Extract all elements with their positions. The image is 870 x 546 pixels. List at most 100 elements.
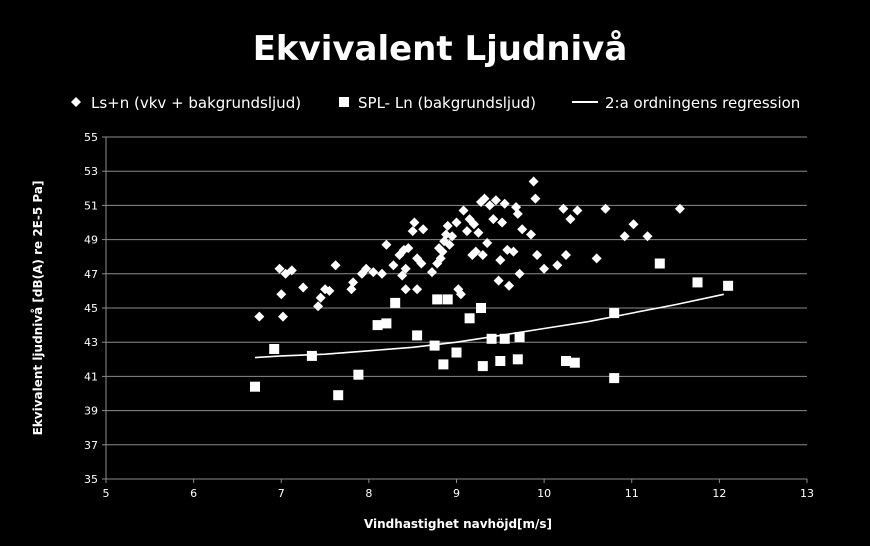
- ls-n-point-76: [558, 203, 569, 214]
- ls-n-point-13: [348, 277, 359, 288]
- regression-line: [254, 293, 724, 359]
- spl-ln-series: [250, 258, 734, 401]
- spl-ln-point-5: [372, 320, 383, 331]
- ls-n-point-81: [600, 203, 611, 214]
- legend: Ls+n (vkv + bakgrundsljud) SPL- Ln (bakg…: [71, 94, 800, 112]
- x-tick-label-12: 12: [712, 487, 726, 500]
- gridlines: [106, 136, 807, 480]
- spl-ln-point-23: [569, 357, 580, 368]
- ls-n-point-18: [381, 239, 392, 250]
- axes: [102, 136, 808, 483]
- y-tick-label-53: 53: [84, 165, 98, 178]
- ls-n-point-30: [416, 258, 427, 269]
- ls-n-point-55: [482, 238, 493, 248]
- ls-n-point-62: [499, 198, 510, 209]
- regression-series: [254, 293, 724, 359]
- ls-n-point-12: [346, 284, 357, 295]
- ls-n-point-19: [388, 260, 399, 271]
- ls-n-point-46: [462, 226, 472, 237]
- ls-n-point-54: [479, 193, 490, 204]
- ls-n-point-61: [497, 217, 508, 228]
- ls-n-point-11: [330, 260, 341, 271]
- ls-n-point-23: [400, 263, 411, 274]
- ls-n-point-74: [539, 263, 550, 274]
- ls-n-point-83: [628, 219, 639, 230]
- spl-ln-point-8: [412, 330, 423, 341]
- ls-n-point-69: [517, 224, 528, 235]
- ls-n-point-56: [484, 200, 495, 211]
- spl-ln-point-21: [514, 332, 525, 343]
- spl-ln-point-24: [609, 308, 620, 319]
- x-tick-label-11: 11: [625, 487, 639, 500]
- spl-ln-point-12: [442, 294, 453, 305]
- spl-ln-point-17: [486, 333, 497, 344]
- spl-ln-point-9: [429, 340, 440, 351]
- ls-n-point-32: [427, 267, 437, 278]
- ls-n-point-64: [504, 280, 515, 291]
- ls-n-point-77: [561, 250, 571, 260]
- ls-n-point-17: [377, 268, 387, 279]
- ls-n-point-2: [276, 289, 287, 300]
- x-tick-label-5: 5: [103, 487, 110, 500]
- ls-n-point-84: [642, 231, 653, 242]
- spl-ln-point-19: [499, 333, 510, 344]
- x-tick-label-7: 7: [278, 487, 285, 500]
- ls-n-point-73: [532, 250, 543, 260]
- ls-n-point-60: [495, 255, 506, 266]
- x-tick-label-6: 6: [190, 487, 197, 500]
- y-tick-label-51: 51: [84, 199, 98, 212]
- ls-n-point-21: [397, 270, 408, 281]
- ls-n-point-75: [552, 260, 563, 271]
- ls-n-point-36: [437, 246, 448, 257]
- ls-n-point-39: [442, 220, 453, 231]
- x-tick-label-8: 8: [365, 487, 372, 500]
- ls-n-point-53: [477, 250, 488, 260]
- ls-n-point-0: [254, 311, 265, 322]
- y-tick-label-55: 55: [84, 131, 98, 144]
- ls-n-point-68: [514, 268, 525, 279]
- y-tick-labels: 35 37 39 41 43 45 47 49 51 53 55: [84, 131, 98, 486]
- ls-n-point-66: [511, 202, 522, 213]
- ls-n-series: [254, 176, 685, 322]
- spl-ln-point-1: [269, 344, 280, 354]
- y-tick-label-45: 45: [84, 302, 98, 315]
- legend-marker-spl-ln: [339, 97, 349, 107]
- x-axis-title: Vindhastighet navhöjd[m/s]: [364, 517, 552, 531]
- ls-n-point-15: [361, 263, 372, 274]
- spl-ln-point-3: [333, 390, 344, 401]
- ls-n-point-72: [530, 193, 541, 204]
- ls-n-point-8: [315, 292, 326, 303]
- ls-n-point-70: [526, 229, 536, 240]
- ls-n-point-58: [490, 195, 501, 206]
- ls-n-point-28: [412, 284, 423, 295]
- ls-n-point-45: [458, 205, 469, 216]
- ls-n-point-42: [451, 217, 462, 228]
- spl-ln-point-14: [464, 313, 475, 324]
- ls-n-point-79: [572, 205, 583, 216]
- ls-n-point-5: [286, 265, 297, 276]
- spl-ln-point-18: [495, 356, 506, 366]
- spl-ln-point-2: [306, 350, 317, 361]
- x-tick-label-10: 10: [537, 487, 551, 500]
- legend-marker-ls-n: [71, 97, 81, 107]
- ls-n-point-6: [298, 282, 309, 293]
- spl-ln-point-20: [512, 354, 523, 365]
- ls-n-point-1: [274, 263, 285, 274]
- ls-n-point-67: [512, 208, 523, 219]
- y-tick-label-49: 49: [84, 234, 98, 247]
- legend-label-regression: 2:a ordningens regression: [605, 94, 800, 112]
- spl-ln-point-0: [250, 381, 260, 392]
- x-tick-labels: 5 6 7 8 9 10 11 12 13: [103, 487, 815, 500]
- ls-n-point-80: [591, 253, 602, 264]
- x-tick-label-13: 13: [800, 487, 814, 500]
- ls-n-point-31: [418, 224, 429, 235]
- ls-n-point-50: [470, 246, 481, 257]
- spl-ln-point-25: [609, 373, 620, 384]
- spl-ln-point-15: [476, 303, 486, 313]
- spl-ln-point-26: [654, 258, 665, 269]
- ls-n-point-65: [508, 246, 519, 257]
- ls-n-point-49: [469, 219, 479, 230]
- spl-ln-point-7: [390, 297, 401, 308]
- ls-n-point-25: [400, 284, 411, 295]
- chart-title: Ekvivalent Ljudnivå: [253, 29, 628, 69]
